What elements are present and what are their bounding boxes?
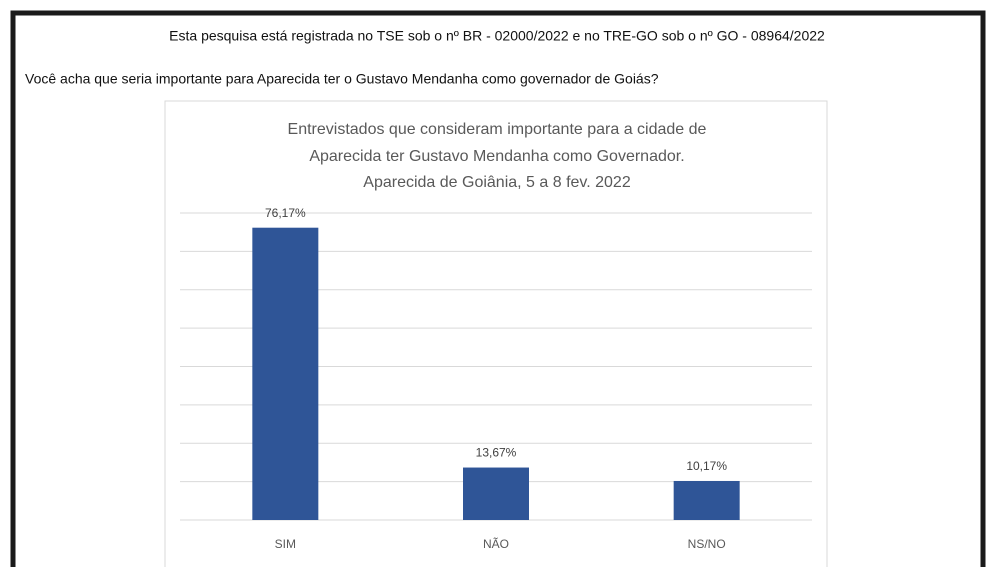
bar [673, 480, 740, 520]
chart-title: Aparecida de Goiânia, 5 a 8 fev. 2022 [363, 174, 631, 191]
x-tick-label: NÃO [483, 537, 509, 551]
question: Você acha que seria importante para Apar… [25, 71, 659, 87]
data-label: 13,67% [476, 446, 517, 460]
chart-title: Aparecida ter Gustavo Mendanha como Gove… [309, 148, 684, 165]
registration: Esta pesquisa está registrada no TSE sob… [169, 28, 825, 44]
data-label: 76,17% [265, 206, 306, 220]
chart-title: Entrevistados que consideram importante … [288, 121, 707, 138]
data-label: 10,17% [686, 459, 727, 473]
bar [252, 227, 319, 520]
x-tick-label: NS/NO [688, 537, 726, 551]
x-tick-label: SIM [275, 537, 296, 551]
bar [463, 467, 529, 520]
